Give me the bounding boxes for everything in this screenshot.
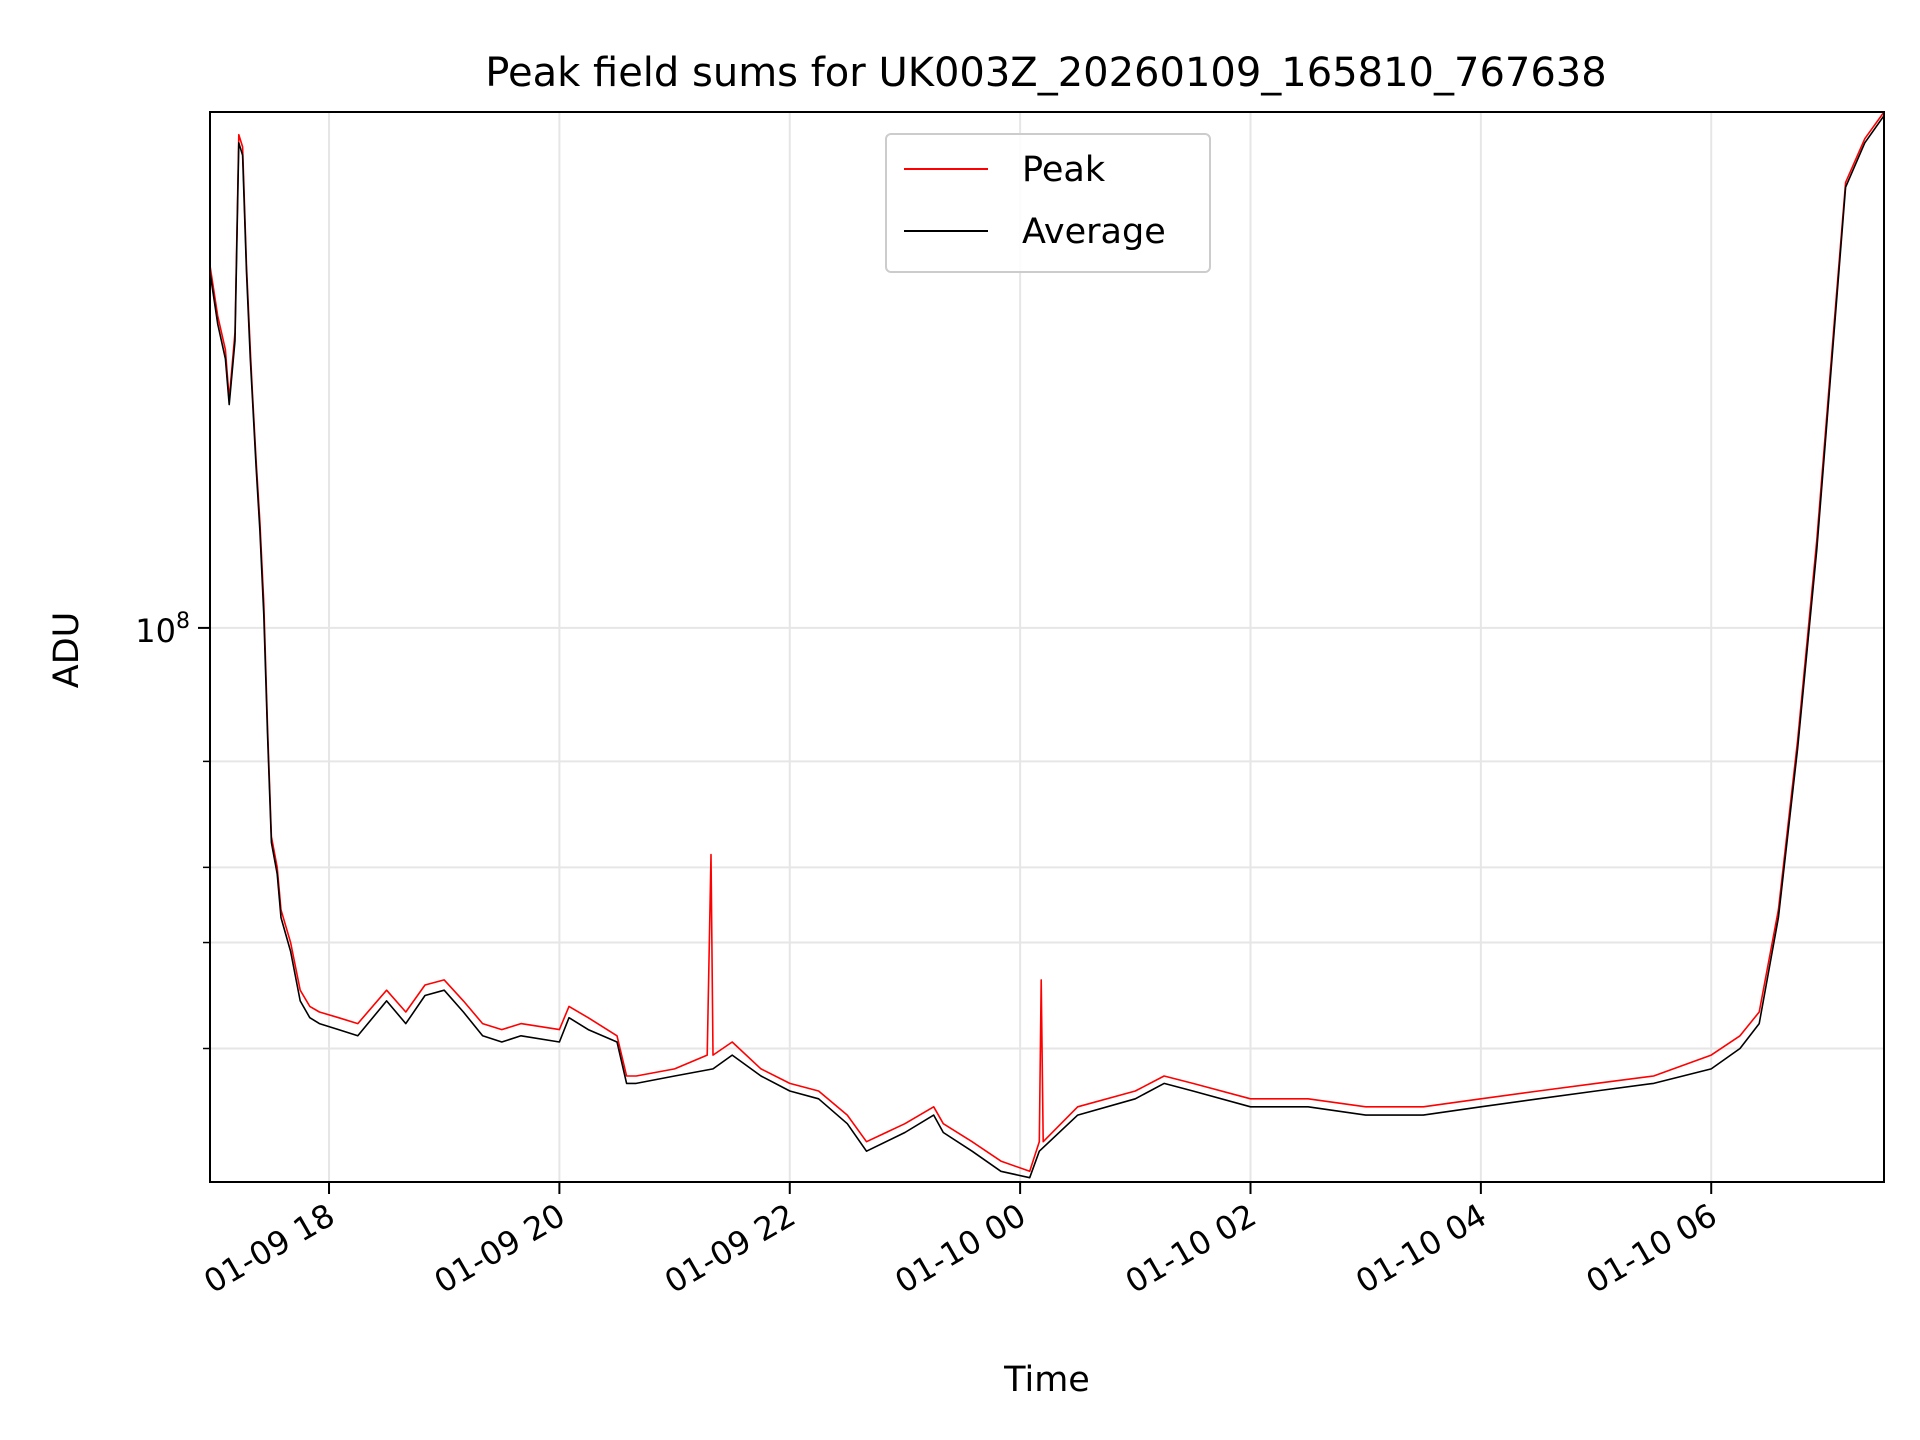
- x-axis-label: Time: [1003, 1360, 1090, 1400]
- plot-frame: [209, 111, 1885, 1183]
- chart-title: Peak field sums for UK003Z_20260109_1658…: [485, 50, 1606, 96]
- series-line-average: [209, 115, 1885, 1179]
- y-axis-ticks: 108: [135, 609, 210, 1050]
- legend: Peak Average: [885, 133, 1211, 273]
- legend-label-average: Average: [1022, 212, 1166, 252]
- y-axis-label: ADU: [47, 612, 87, 689]
- legend-label-peak: Peak: [1022, 150, 1106, 190]
- gridlines: [210, 112, 1884, 1182]
- y-tick-label: 108: [135, 609, 190, 650]
- series-lines: [209, 111, 1885, 1179]
